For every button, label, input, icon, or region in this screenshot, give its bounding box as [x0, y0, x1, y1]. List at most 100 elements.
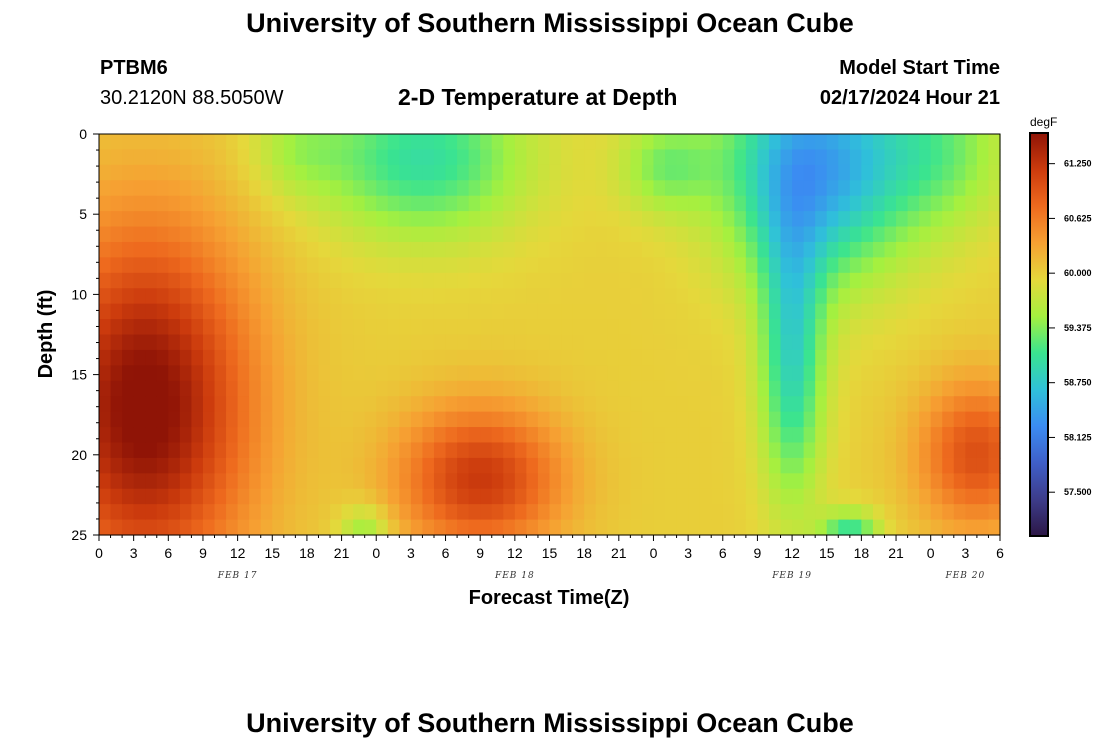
heatmap-cell [457, 164, 470, 181]
heatmap-cell [826, 396, 839, 413]
heatmap-cell [491, 442, 504, 459]
heatmap-cell [676, 134, 689, 151]
heatmap-cell [272, 319, 285, 336]
heatmap-cell [965, 349, 978, 366]
heatmap-cell [907, 442, 920, 459]
heatmap-cell [480, 180, 493, 197]
heatmap-cell [745, 442, 759, 459]
heatmap-cell [838, 288, 851, 305]
heatmap-cell [861, 411, 874, 428]
heatmap-cell [953, 365, 966, 382]
heatmap-cell [110, 241, 123, 258]
heatmap-cell [364, 457, 377, 474]
heatmap-cell [699, 380, 712, 397]
heatmap-cell [572, 272, 585, 289]
heatmap-cell [110, 288, 123, 305]
heatmap-cell [838, 195, 851, 212]
heatmap-cell [457, 211, 470, 228]
heatmap-cell [503, 334, 516, 351]
heatmap-cell [122, 473, 135, 490]
heatmap-cell [376, 195, 389, 212]
heatmap-cell [433, 211, 447, 228]
heatmap-cell [99, 457, 112, 474]
heatmap-cell [942, 180, 955, 197]
heatmap-cell [445, 457, 458, 474]
heatmap-cell [653, 149, 666, 166]
heatmap-cell [537, 473, 551, 490]
heatmap-cell [330, 226, 343, 243]
heatmap-cell [260, 195, 273, 212]
heatmap-cell [422, 272, 435, 289]
heatmap-cell [410, 396, 424, 413]
heatmap-cell [237, 442, 250, 459]
heatmap-cell [734, 319, 747, 336]
heatmap-cell [364, 319, 377, 336]
heatmap-cell [618, 442, 631, 459]
heatmap-cell [838, 180, 851, 197]
heatmap-cell [410, 319, 424, 336]
heatmap-cell [595, 180, 608, 197]
heatmap-cell [353, 149, 366, 166]
heatmap-cell [387, 349, 400, 366]
heatmap-cell [179, 195, 193, 212]
heatmap-cell [537, 380, 551, 397]
heatmap-cell [226, 504, 239, 521]
heatmap-cell [734, 473, 747, 490]
heatmap-cell [745, 257, 759, 274]
heatmap-cell [561, 149, 574, 166]
heatmap-cell [618, 349, 631, 366]
heatmap-cell [433, 396, 447, 413]
heatmap-cell [514, 180, 527, 197]
heatmap-cell [976, 457, 990, 474]
heatmap-cell [768, 488, 782, 505]
heatmap-cell [468, 488, 481, 505]
x-tick-label: 0 [927, 545, 935, 561]
heatmap-cell [457, 226, 470, 243]
heatmap-cell [491, 365, 504, 382]
heatmap-cell [410, 365, 424, 382]
heatmap-cell [341, 319, 354, 336]
heatmap-cell [156, 288, 169, 305]
heatmap-cell [815, 272, 828, 289]
heatmap-cell [815, 380, 828, 397]
heatmap-cell [179, 134, 193, 151]
heatmap-cell [445, 226, 458, 243]
heatmap-cell [422, 164, 435, 181]
heatmap-cell [930, 349, 943, 366]
heatmap-cell [653, 272, 666, 289]
heatmap-cell [595, 411, 608, 428]
heatmap-cell [306, 195, 320, 212]
heatmap-cell [202, 457, 216, 474]
heatmap-cell [803, 504, 816, 521]
heatmap-cell [826, 319, 839, 336]
heatmap-cell [803, 134, 816, 151]
heatmap-cell [780, 134, 793, 151]
heatmap-cell [283, 488, 296, 505]
heatmap-cell [872, 241, 886, 258]
heatmap-cell [260, 241, 273, 258]
heatmap-cell [572, 442, 585, 459]
heatmap-cell [896, 427, 909, 444]
heatmap-cell [110, 457, 123, 474]
heatmap-cell [549, 427, 562, 444]
heatmap-cell [665, 349, 678, 366]
heatmap-cell [803, 303, 816, 320]
heatmap-cell [688, 473, 701, 490]
heatmap-cell [584, 226, 597, 243]
heatmap-cell [433, 257, 447, 274]
chart-subtitle: 2-D Temperature at Depth [398, 84, 678, 110]
heatmap-cell [133, 319, 146, 336]
heatmap-cell [295, 211, 308, 228]
heatmap-cell [133, 396, 146, 413]
heatmap-cell [457, 365, 470, 382]
heatmap-cell [768, 319, 782, 336]
colorbar: degF 61.25060.62560.00059.37558.75058.12… [1029, 115, 1092, 537]
heatmap-cell [572, 226, 585, 243]
heatmap-cell [919, 164, 932, 181]
heatmap-cell [768, 504, 782, 521]
heatmap-cell [387, 396, 400, 413]
heatmap-cell [237, 257, 250, 274]
heatmap-cell [942, 226, 955, 243]
heatmap-cell [226, 442, 239, 459]
